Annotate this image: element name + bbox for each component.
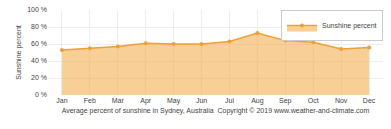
svg-text:Jul: Jul — [225, 97, 234, 104]
svg-text:Average percent of sunshine in: Average percent of sunshine in Sydney, A… — [62, 107, 370, 115]
svg-text:Aug: Aug — [251, 97, 264, 105]
svg-text:May: May — [167, 97, 181, 105]
svg-text:Apr: Apr — [140, 97, 152, 105]
svg-text:Sunshine percent: Sunshine percent — [322, 22, 377, 30]
svg-text:40 %: 40 % — [31, 57, 47, 64]
svg-text:100 %: 100 % — [27, 6, 47, 13]
svg-text:Nov: Nov — [335, 97, 348, 104]
svg-text:Sep: Sep — [279, 97, 292, 105]
svg-text:Sunshine percent: Sunshine percent — [15, 25, 23, 80]
svg-text:0 %: 0 % — [35, 91, 47, 98]
svg-text:Jan: Jan — [56, 97, 67, 104]
svg-text:Jun: Jun — [196, 97, 207, 104]
svg-text:Oct: Oct — [308, 97, 319, 104]
svg-text:20 %: 20 % — [31, 74, 47, 81]
svg-text:Dec: Dec — [363, 97, 376, 104]
svg-text:Mar: Mar — [112, 97, 125, 104]
svg-text:80 %: 80 % — [31, 23, 47, 30]
svg-text:60 %: 60 % — [31, 40, 47, 47]
svg-text:Feb: Feb — [84, 97, 96, 104]
